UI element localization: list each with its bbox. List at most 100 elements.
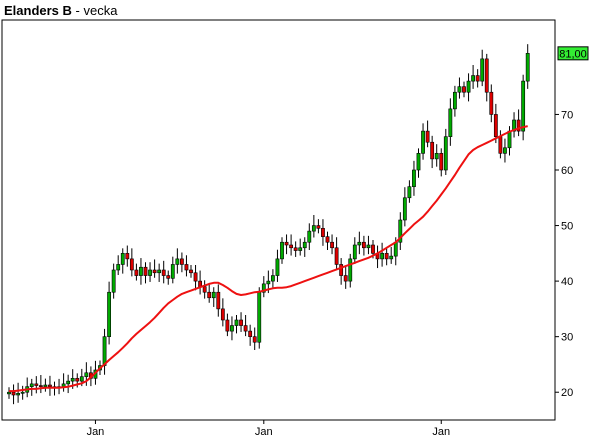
candle-body [48, 384, 52, 387]
candle [412, 160, 416, 196]
candle-body [475, 75, 480, 82]
candle [184, 255, 189, 277]
candle [66, 374, 71, 394]
candle-body [225, 319, 230, 332]
candle [202, 280, 207, 299]
candle-body [339, 264, 344, 276]
candle [189, 265, 193, 278]
candle-body [20, 391, 25, 394]
candle-body [489, 91, 494, 115]
candle-body [125, 253, 130, 260]
candle-body [521, 80, 526, 132]
candle-body [512, 119, 516, 132]
candle-body [466, 80, 471, 93]
candle-body [243, 325, 248, 332]
candle-body [38, 385, 43, 387]
candle-body [452, 91, 457, 110]
candle [116, 255, 121, 275]
candle-body [75, 378, 80, 382]
candle [525, 44, 530, 89]
candle [348, 253, 353, 288]
candle-body [402, 197, 407, 221]
candle-body [439, 153, 444, 171]
candle-body [293, 247, 298, 251]
candle [148, 262, 152, 282]
candle [211, 287, 216, 307]
candle [275, 249, 280, 282]
candle-body [180, 258, 184, 265]
candle-body [116, 264, 121, 271]
candle [416, 148, 421, 178]
candle [516, 109, 521, 137]
y-tick-label: 40 [561, 276, 573, 288]
candle-body [175, 258, 180, 265]
candle-body [398, 219, 403, 243]
candle-body [111, 269, 116, 293]
candle-body [66, 380, 71, 385]
candle-body [234, 319, 239, 326]
candle [252, 327, 257, 350]
candle [421, 123, 425, 160]
candle-body [321, 228, 325, 237]
candle-body [443, 136, 448, 171]
candle-body [216, 291, 221, 310]
candle-body [211, 291, 216, 299]
candle [34, 376, 39, 394]
candle-body [289, 244, 294, 249]
candle [57, 378, 61, 395]
candle [521, 74, 526, 141]
candle [298, 238, 303, 256]
candle [325, 231, 330, 250]
candle [175, 248, 180, 274]
candle-body [139, 266, 143, 276]
candle-body [43, 384, 48, 387]
candle [111, 263, 116, 299]
candle-body [334, 247, 339, 265]
candle-body [425, 130, 430, 143]
ma-line [9, 125, 528, 393]
candle [170, 256, 175, 284]
candle [284, 234, 289, 255]
candle-body [302, 241, 307, 249]
candle-body [34, 383, 39, 386]
candle-body [157, 269, 162, 274]
candle [439, 148, 444, 177]
candle [462, 81, 466, 98]
candle-body [148, 269, 152, 276]
candle [434, 144, 439, 167]
candle-body [189, 269, 193, 274]
candle-body [343, 275, 348, 282]
candle [11, 384, 16, 405]
candle [316, 219, 321, 234]
candle-body [257, 291, 262, 343]
candle [152, 259, 157, 278]
candle [161, 260, 166, 284]
candle [129, 248, 134, 277]
candle-body [462, 86, 466, 93]
candle-body [193, 272, 198, 282]
candle [193, 265, 198, 291]
candle [20, 385, 25, 400]
candle [143, 262, 148, 284]
candle [493, 103, 498, 144]
candle-body [266, 280, 271, 285]
candle [512, 112, 516, 138]
candle-body [357, 241, 362, 246]
candle [280, 237, 284, 264]
candle-body [407, 186, 412, 199]
x-axis: Jan Jan Jan [87, 420, 450, 438]
candle [480, 49, 485, 87]
candle [384, 246, 389, 266]
candle [29, 378, 34, 396]
candle [402, 187, 407, 227]
candle [102, 328, 107, 375]
candle-body [202, 286, 207, 293]
candle [398, 212, 403, 250]
candle [239, 312, 243, 332]
candle [334, 237, 339, 270]
candle-body [457, 86, 462, 93]
candle [198, 270, 203, 295]
candle [207, 283, 212, 303]
candle [7, 387, 11, 399]
candle [357, 231, 362, 255]
